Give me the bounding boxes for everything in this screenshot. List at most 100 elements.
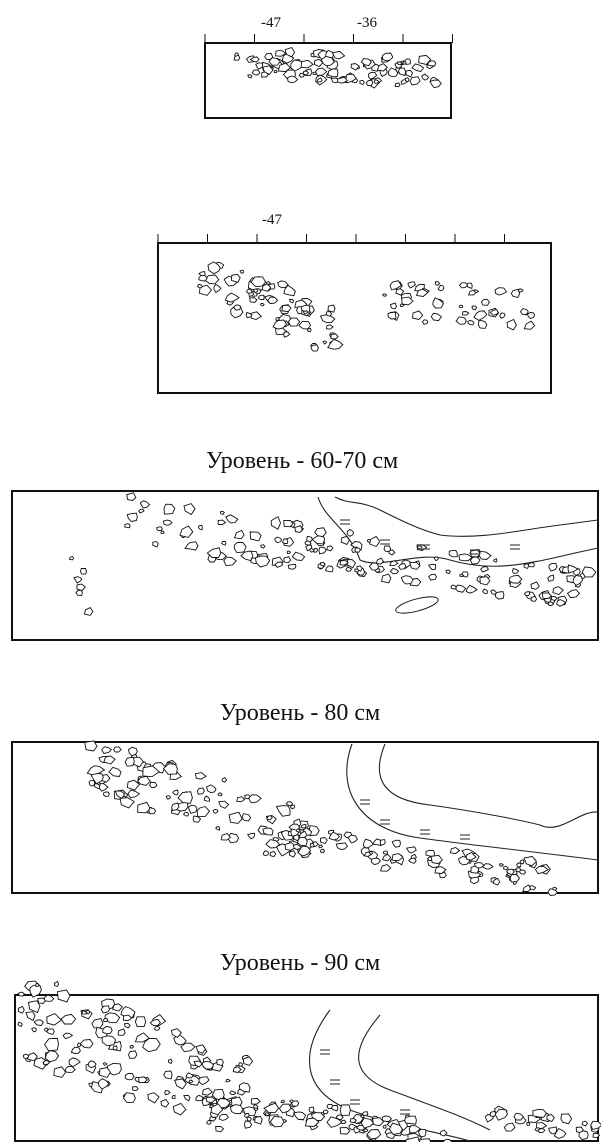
- stone: [238, 1062, 243, 1067]
- stone: [243, 1113, 250, 1118]
- stone: [270, 515, 281, 530]
- stone: [530, 595, 538, 602]
- stone: [261, 283, 272, 292]
- stone: [248, 794, 262, 804]
- stone: [233, 54, 241, 61]
- stone: [482, 588, 488, 594]
- stone: [407, 281, 416, 289]
- stone: [124, 756, 135, 767]
- stone: [254, 555, 271, 568]
- stone: [225, 514, 239, 524]
- stone: [399, 303, 405, 308]
- stone: [195, 1044, 207, 1054]
- stone: [572, 574, 583, 586]
- stone: [277, 62, 292, 73]
- stone: [207, 261, 221, 275]
- stone: [421, 73, 430, 81]
- stone: [102, 1026, 113, 1035]
- stone: [46, 1013, 63, 1026]
- soil-boundary: [378, 743, 599, 828]
- stone: [103, 755, 116, 765]
- stone: [367, 71, 378, 80]
- stone: [319, 561, 326, 567]
- stone: [272, 319, 288, 330]
- stone: [433, 556, 439, 562]
- stone: [330, 333, 339, 340]
- plan-frame: [11, 741, 599, 894]
- level-title: Уровень - 80 см: [220, 700, 380, 726]
- stone: [470, 876, 480, 885]
- stone: [218, 1113, 229, 1121]
- stone: [149, 1018, 161, 1027]
- stone: [439, 1129, 448, 1137]
- stone: [124, 523, 131, 529]
- stone: [16, 991, 25, 997]
- stone: [314, 67, 328, 76]
- stone: [142, 765, 161, 778]
- stone: [450, 584, 458, 590]
- stone: [363, 1128, 369, 1133]
- stone: [84, 740, 98, 752]
- stone: [241, 813, 252, 822]
- stone: [503, 1122, 516, 1132]
- stone: [283, 284, 296, 297]
- stone: [188, 1079, 194, 1084]
- stone: [297, 845, 311, 857]
- stone: [379, 864, 392, 872]
- stone: [552, 586, 564, 596]
- stone: [320, 848, 326, 854]
- stone: [337, 77, 349, 84]
- stone: [267, 296, 279, 305]
- stone: [113, 746, 122, 753]
- stone: [391, 839, 401, 848]
- stone: [398, 562, 407, 570]
- stone: [284, 46, 296, 58]
- stone: [298, 830, 308, 839]
- stone: [388, 1122, 403, 1135]
- stone: [370, 857, 382, 866]
- stone: [250, 1097, 261, 1105]
- stone: [33, 1019, 44, 1026]
- stone: [309, 843, 315, 848]
- stone: [179, 525, 194, 538]
- stone: [44, 1037, 59, 1052]
- stone: [249, 297, 258, 303]
- stone: [131, 1086, 139, 1092]
- stone: [359, 79, 365, 86]
- stone: [430, 312, 443, 322]
- stone: [292, 1111, 307, 1120]
- stone: [523, 855, 538, 867]
- stone: [233, 304, 242, 311]
- stone: [547, 601, 555, 607]
- stone: [173, 1078, 187, 1090]
- stone: [345, 566, 353, 572]
- stone: [376, 63, 388, 72]
- stone: [217, 792, 223, 797]
- stone: [99, 1067, 111, 1079]
- stone: [104, 1012, 121, 1024]
- stone: [547, 574, 555, 582]
- stone: [516, 862, 522, 868]
- stone: [290, 59, 304, 72]
- stone: [363, 838, 374, 849]
- stone: [275, 49, 287, 57]
- stone: [335, 1114, 344, 1121]
- stone: [478, 550, 492, 560]
- stone: [35, 983, 40, 988]
- stone: [566, 589, 581, 599]
- stone: [360, 58, 372, 67]
- stone: [202, 1087, 213, 1096]
- stone: [98, 1078, 110, 1090]
- stone: [326, 545, 334, 552]
- plan-frame: [157, 242, 552, 394]
- stone: [499, 312, 506, 319]
- stone: [93, 782, 101, 790]
- stone: [182, 811, 189, 817]
- stone: [381, 1115, 393, 1122]
- stone: [53, 980, 60, 987]
- stone: [129, 1044, 135, 1049]
- stone: [167, 1058, 173, 1065]
- stone: [527, 312, 536, 320]
- stone: [269, 850, 277, 858]
